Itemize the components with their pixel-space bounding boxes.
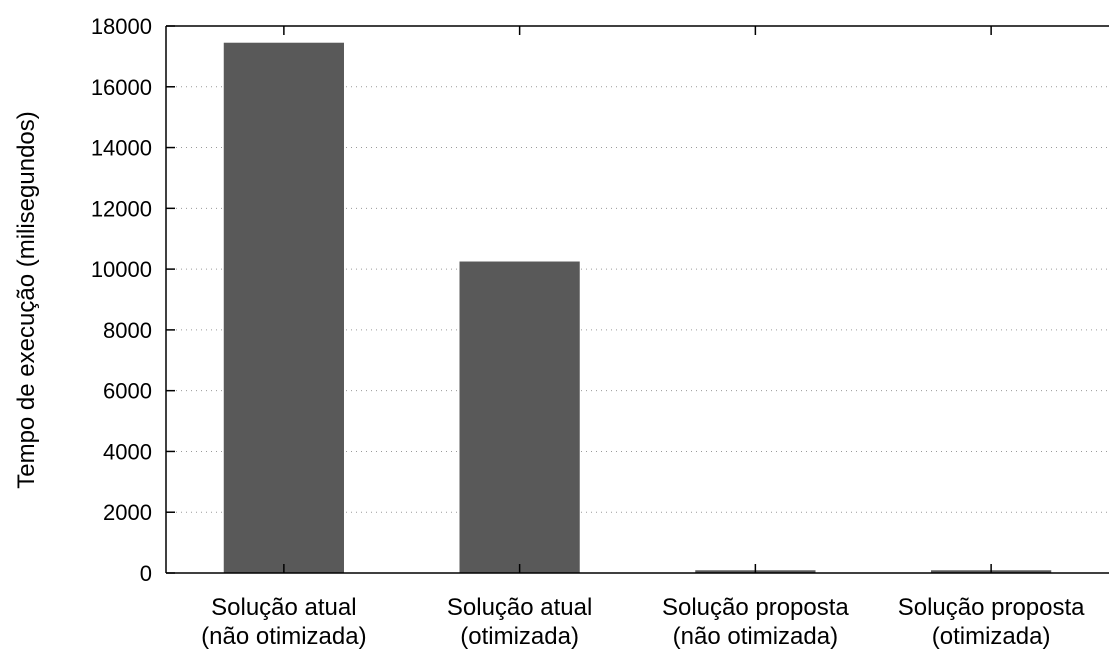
bars [223,42,1052,574]
y-tick-label: 0 [140,561,152,586]
x-tick-label-line: Solução proposta [898,594,1085,621]
y-tick-label: 10000 [91,257,152,282]
y-tick-label: 12000 [91,196,152,221]
bar [459,261,580,573]
x-tick-label: Solução atual (não otimizada) [201,594,366,650]
x-tick-label-line: Solução proposta [662,594,849,621]
x-tick-label: Solução atual (otimizada) [447,594,592,650]
x-tick-label: Solução proposta (não otimizada) [662,594,849,650]
grid-lines [166,86,1109,513]
y-tick-label: 8000 [103,318,152,343]
y-ticks: 0 2000 4000 6000 8000 10000 12000 14000 16000 180… [91,14,175,586]
y-tick-label: 14000 [91,136,152,161]
bar [223,42,344,574]
x-tick-label-line: Solução atual [447,594,592,621]
x-tick-label: Solução proposta (otimizada) [898,594,1085,650]
y-tick-label: 4000 [103,439,152,464]
x-ticks: Solução atual (não otimizada)Solução atua… [201,26,1085,650]
y-axis-label: Tempo de execução (milisegundos) [13,111,40,489]
axes [165,25,1109,574]
y-tick-label: 2000 [103,500,152,525]
y-tick-label: 18000 [91,14,152,39]
y-tick-label: 16000 [91,75,152,100]
y-tick-label: 6000 [103,379,152,404]
x-tick-label-line: (otimizada) [932,623,1051,650]
x-tick-label-line: Solução atual [211,594,356,621]
x-tick-label-line: (não otimizada) [201,623,366,650]
x-tick-label-line: (otimizada) [460,623,579,650]
x-tick-label-line: (não otimizada) [673,623,838,650]
